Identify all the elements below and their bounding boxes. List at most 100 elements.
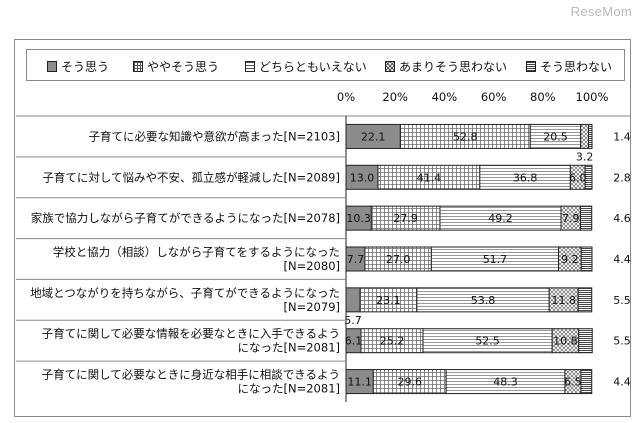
- category-label: 家族で協力しながら子育てができるようになった[N=2078]: [31, 211, 340, 225]
- bar-segment: [580, 369, 593, 395]
- data-label: 10.3: [346, 212, 371, 225]
- bar-segment: [345, 205, 372, 231]
- bar-segment: [584, 164, 593, 190]
- category-label: 地域とつながりを持ちながら、子育てができるようになった: [30, 286, 340, 300]
- data-label: 25.2: [380, 335, 405, 348]
- legend-label: あまりそう思わない: [399, 60, 508, 74]
- bar-segment: [529, 123, 582, 149]
- data-label-outside: 2.8: [613, 171, 631, 184]
- bar-segment: [345, 369, 374, 395]
- data-label-outside: 1.4: [613, 130, 631, 143]
- data-label: 48.3: [493, 376, 518, 389]
- data-label: 7.9: [562, 212, 580, 225]
- data-label: 10.8: [553, 335, 578, 348]
- bar-segment: [579, 205, 593, 231]
- legend-label: そう思う: [61, 60, 110, 74]
- data-label-outside: 4.4: [613, 376, 631, 389]
- legend-label: ややそう思う: [147, 60, 220, 74]
- data-label: 11.1: [347, 376, 372, 389]
- category-label: になった[N=2081]: [238, 341, 340, 355]
- legend-item-somewhat-agree: ややそう思う: [133, 58, 219, 75]
- category-label: 子育てに関して必要なときに身近な相手に相談できるよう: [42, 368, 340, 382]
- bar-segment: [399, 123, 531, 149]
- data-label: 7.7: [347, 253, 365, 266]
- bar-segment: [372, 369, 447, 395]
- x-tick-label: 100%: [576, 90, 609, 104]
- bar-segment: [364, 246, 432, 272]
- legend-swatch-grid: [133, 61, 143, 72]
- data-label: 36.8: [513, 171, 538, 184]
- bar-segment: [577, 287, 593, 313]
- bar-segment: [370, 205, 441, 231]
- bar-segment: [580, 123, 590, 149]
- bar-segment: [359, 287, 418, 313]
- x-tick-label: 60%: [481, 90, 507, 104]
- bar-segment: [416, 287, 550, 313]
- category-label: 子育てに必要な知識や意欲が高まった[N=2103]: [88, 129, 340, 143]
- data-label: 52.8: [453, 130, 478, 143]
- category-label: 子育てに対して悩みや不安、孤立感が軽減した[N=2089]: [42, 170, 340, 184]
- legend-item-strongly-agree: そう思う: [47, 58, 109, 75]
- data-label: 23.1: [376, 294, 401, 307]
- chart-legend: そう思う ややそう思う どちらともいえない あまりそう思わない そう思わない: [26, 49, 625, 81]
- bar-segment: [345, 164, 379, 190]
- bar-segment: [345, 287, 361, 313]
- data-label: 6.1: [345, 335, 363, 348]
- labels-layer: 子育てに必要な知識や意欲が高まった[N=2103] 22.1 52.8 20.5 3.2…: [30, 129, 631, 395]
- data-label-outside: 5.5: [613, 335, 631, 348]
- data-label: 41.4: [417, 171, 442, 184]
- legend-label: どちらともいえない: [259, 60, 367, 74]
- bar-segment: [580, 246, 593, 272]
- legend-swatch-crosshatch: [385, 61, 395, 72]
- bar-segment: [430, 246, 560, 272]
- data-label: 49.2: [488, 212, 513, 225]
- data-label: 9.2: [561, 253, 579, 266]
- data-label: 13.0: [350, 171, 375, 184]
- legend-swatch-dense: [526, 61, 536, 72]
- legend-label: そう思わない: [540, 60, 613, 74]
- category-label: 学校と協力（相談）しながら子育てをするようになった: [53, 245, 340, 259]
- data-label-outside: 4.6: [613, 212, 631, 225]
- bar-segment: [551, 328, 580, 354]
- x-tick-label: 40%: [432, 90, 458, 104]
- data-label: 27.9: [393, 212, 418, 225]
- bar-segment: [548, 287, 579, 313]
- data-label: 22.1: [361, 130, 386, 143]
- resemom-watermark: ReseMom: [570, 4, 632, 19]
- data-label: 51.7: [483, 253, 508, 266]
- data-label: 27.0: [386, 253, 411, 266]
- data-label: 6.5: [564, 376, 582, 389]
- category-label: [N=2079]: [284, 300, 340, 314]
- data-label: 6.0: [569, 171, 587, 184]
- x-tick-label: 20%: [382, 90, 408, 104]
- legend-item-neutral: どちらともいえない: [245, 58, 367, 75]
- bar-segment: [588, 123, 593, 149]
- legend-item-somewhat-disagree: あまりそう思わない: [385, 58, 507, 75]
- bars-layer: [345, 123, 593, 395]
- data-label: 52.5: [475, 335, 500, 348]
- data-label-outside: 5.5: [613, 294, 631, 307]
- bar-segment: [360, 328, 424, 354]
- data-label: 53.8: [471, 294, 496, 307]
- legend-item-disagree: そう思わない: [526, 58, 612, 75]
- x-tick-label: 0%: [337, 90, 355, 104]
- axis-layer: 0% 20% 40% 60% 80% 100%: [16, 90, 630, 402]
- data-label-outside: 4.4: [613, 253, 631, 266]
- legend-swatch-solid: [47, 61, 57, 72]
- data-label: 3.2: [576, 150, 594, 163]
- bar-segment: [479, 164, 571, 190]
- category-label: [N=2080]: [284, 259, 340, 273]
- bar-segment: [345, 123, 401, 149]
- legend-swatch-lines: [245, 61, 255, 72]
- category-label: になった[N=2081]: [238, 382, 340, 396]
- bar-segment: [578, 328, 593, 354]
- data-label: 11.8: [551, 294, 576, 307]
- data-label: 29.6: [397, 376, 422, 389]
- data-label: 20.5: [543, 130, 568, 143]
- category-label: 子育てに関して必要な情報を必要なときに入手できるよう: [42, 327, 340, 341]
- bar-segment: [445, 369, 566, 395]
- bar-segment: [439, 205, 562, 231]
- x-tick-label: 80%: [530, 90, 556, 104]
- data-label: 5.7: [344, 314, 362, 327]
